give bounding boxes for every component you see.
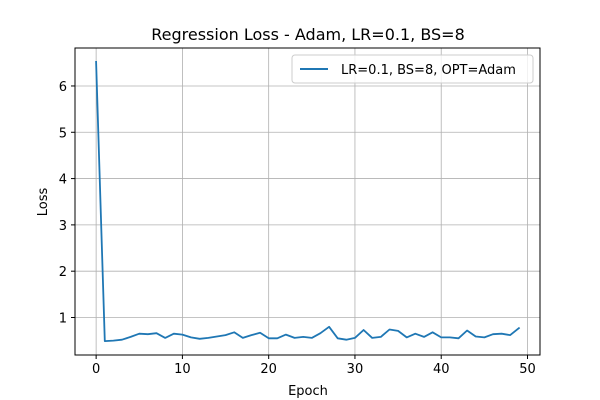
chart-title: Regression Loss - Adam, LR=0.1, BS=8 xyxy=(151,25,465,44)
y-tick-label: 4 xyxy=(59,173,67,188)
y-tick-label: 1 xyxy=(59,311,67,326)
x-tick-label: 0 xyxy=(92,362,100,377)
y-tick-label: 2 xyxy=(59,265,67,280)
x-tick-label: 50 xyxy=(519,362,536,377)
x-axis-label: Epoch xyxy=(288,384,328,399)
y-tick-label: 5 xyxy=(59,126,67,141)
x-tick-label: 30 xyxy=(347,362,364,377)
plot-frame xyxy=(74,47,541,356)
x-tick-label: 20 xyxy=(260,362,277,377)
y-tick-label: 3 xyxy=(59,219,67,234)
y-axis-ticks: 1 2 3 4 5 6 xyxy=(59,80,75,326)
x-tick-label: 40 xyxy=(433,362,450,377)
y-axis-label: Loss xyxy=(36,188,51,217)
legend-box xyxy=(291,54,534,84)
x-tick-label: 10 xyxy=(174,362,191,377)
loss-series-line xyxy=(95,60,521,343)
x-axis-ticks: 0 10 20 30 40 50 xyxy=(92,355,536,377)
legend: LR=0.1, BS=8, OPT=Adam xyxy=(291,54,534,84)
grid-lines xyxy=(75,48,540,355)
legend-label: LR=0.1, BS=8, OPT=Adam xyxy=(341,63,516,78)
series-layer xyxy=(95,60,521,343)
y-tick-label: 6 xyxy=(59,80,67,95)
